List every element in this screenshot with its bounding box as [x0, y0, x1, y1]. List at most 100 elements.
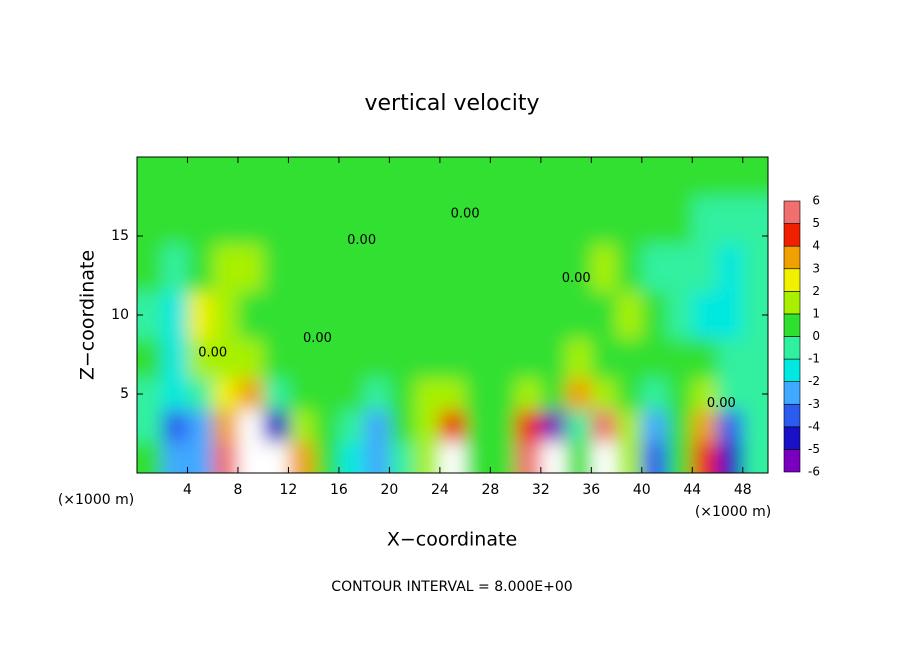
- cell: [566, 441, 592, 473]
- cell: [692, 157, 719, 197]
- cell: [692, 338, 719, 379]
- cell: [414, 338, 441, 379]
- cell: [414, 291, 441, 340]
- cell: [137, 157, 163, 197]
- colorbar-swatch: [783, 403, 801, 428]
- cell: [641, 196, 668, 245]
- cell: [288, 409, 315, 442]
- contour-label: 0.00: [451, 206, 480, 221]
- cell: [540, 196, 567, 245]
- cell: [540, 409, 567, 442]
- cell: [515, 157, 542, 197]
- cell: [692, 291, 719, 340]
- cell: [364, 291, 390, 340]
- cell: [414, 243, 441, 292]
- cell: [364, 409, 390, 442]
- cell: [717, 243, 744, 292]
- cell: [540, 291, 567, 340]
- cell: [641, 157, 668, 197]
- cell: [566, 338, 592, 379]
- y-tick-label: 5: [120, 386, 129, 402]
- cell: [439, 409, 466, 442]
- cell: [187, 196, 214, 245]
- cell: [515, 409, 542, 442]
- colorbar-label: -2: [808, 374, 820, 388]
- colorbar-label: -1: [808, 352, 820, 366]
- cell: [566, 243, 592, 292]
- cell: [237, 409, 264, 442]
- contour-label: 0.00: [198, 345, 227, 360]
- cell: [616, 378, 643, 411]
- cell: [616, 196, 643, 245]
- cell: [237, 196, 264, 245]
- cell: [338, 409, 365, 442]
- cell: [566, 378, 592, 411]
- cell: [616, 243, 643, 292]
- cell: [137, 243, 163, 292]
- cell: [389, 378, 416, 411]
- cell: [364, 196, 390, 245]
- cell: [515, 243, 542, 292]
- cell: [338, 378, 365, 411]
- cell: [465, 196, 491, 245]
- cell: [692, 196, 719, 245]
- cell: [237, 291, 264, 340]
- x-tick-label: 36: [582, 482, 600, 498]
- cell: [616, 291, 643, 340]
- cell: [591, 196, 618, 245]
- cell: [263, 409, 289, 442]
- cell: [313, 291, 340, 340]
- cell: [641, 243, 668, 292]
- cell: [414, 441, 441, 473]
- cell: [692, 243, 719, 292]
- cell: [591, 243, 618, 292]
- cell: [515, 291, 542, 340]
- y-axis-title: Z−coordinate: [77, 250, 99, 380]
- cell: [288, 196, 315, 245]
- cell: [137, 338, 163, 379]
- cell: [187, 409, 214, 442]
- cell: [439, 378, 466, 411]
- cell: [540, 157, 567, 197]
- x-unit: (×1000 m): [58, 492, 134, 508]
- colorbar-swatch: [783, 245, 801, 270]
- cell: [212, 409, 239, 442]
- cell: [591, 441, 618, 473]
- cell: [692, 378, 719, 411]
- chart-title: vertical velocity: [364, 91, 539, 116]
- cell: [641, 409, 668, 442]
- cell: [162, 378, 188, 411]
- x-tick-label: 48: [734, 482, 752, 498]
- cell: [515, 378, 542, 411]
- cell: [237, 243, 264, 292]
- colorbar-label: 5: [812, 216, 820, 230]
- cell: [490, 157, 517, 197]
- cell: [288, 157, 315, 197]
- cell: [263, 378, 289, 411]
- colorbar-swatch: [783, 358, 801, 382]
- cell: [490, 378, 517, 411]
- cell: [364, 378, 390, 411]
- cell: [540, 243, 567, 292]
- cell: [414, 196, 441, 245]
- cell: [742, 338, 768, 379]
- x-tick-label: 44: [683, 482, 701, 498]
- cell: [212, 291, 239, 340]
- cell: [414, 378, 441, 411]
- colorbar-label: -4: [808, 419, 820, 433]
- cell: [389, 441, 416, 473]
- contour-label: 0.00: [347, 233, 376, 248]
- cell: [717, 441, 744, 473]
- cell: [717, 378, 744, 411]
- cell: [263, 338, 289, 379]
- cell: [389, 409, 416, 442]
- cell: [667, 157, 693, 197]
- cell: [490, 196, 517, 245]
- cell: [313, 409, 340, 442]
- cell: [616, 157, 643, 197]
- cell: [212, 338, 239, 379]
- cell: [313, 378, 340, 411]
- cell: [187, 378, 214, 411]
- y-tick-label: 15: [111, 228, 129, 244]
